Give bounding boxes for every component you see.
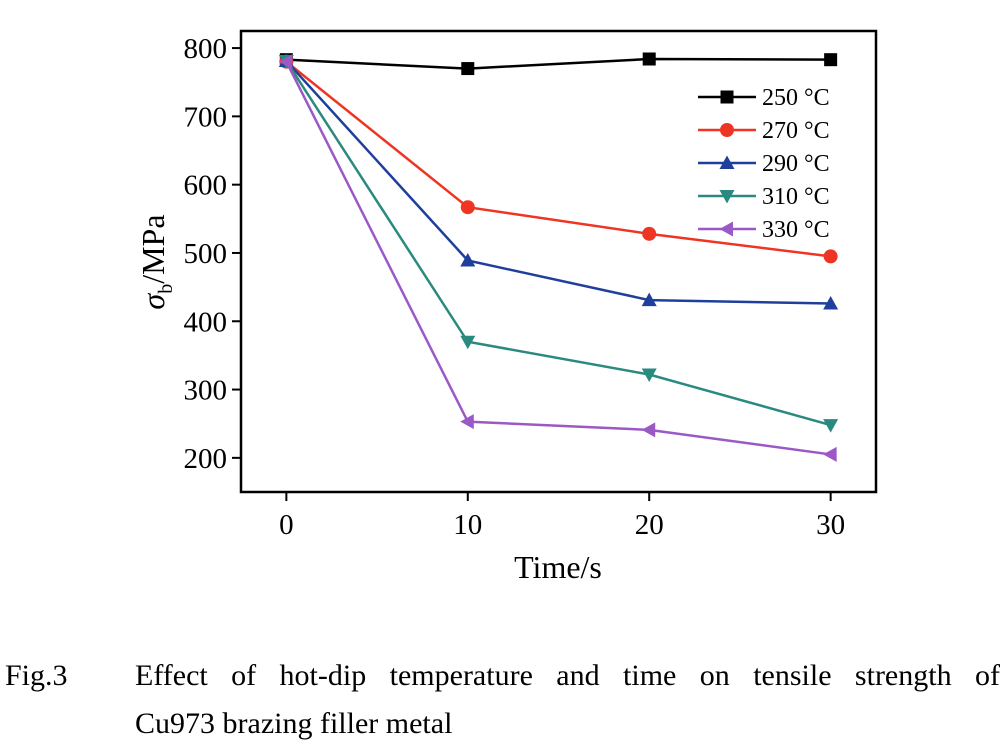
- y-axis-subscript: b: [155, 284, 177, 294]
- legend-item-290-c: 290 °C: [698, 151, 830, 177]
- plot-frame: [239, 29, 878, 494]
- caption-line-1: Effect of hot-dip temperature and time o…: [135, 659, 1000, 692]
- legend-item-310-c: 310 °C: [698, 184, 830, 210]
- axis-ticks: 200 300 400 500 600 700 800 0 10 20 30: [184, 33, 846, 541]
- y-tick-label-600: 600: [184, 170, 228, 202]
- series-line-270-c: [285, 60, 831, 258]
- legend-marker-290-c: [719, 155, 735, 169]
- data-point-310-c-t10: [460, 335, 476, 350]
- x-tick-label-0: 0: [279, 509, 294, 541]
- legend-marker-270-c: [720, 123, 734, 137]
- data-point-310-c-t20: [641, 368, 657, 383]
- x-axis-title: Time/s: [514, 549, 602, 585]
- data-point-250-c-t30: [824, 53, 838, 67]
- x-tick-label-10: 10: [453, 509, 482, 541]
- series-310-c: [278, 55, 839, 433]
- legend-label-270-c: 270 °C: [762, 118, 830, 144]
- legend-label-250-c: 250 °C: [762, 85, 830, 111]
- y-tick-label-300: 300: [184, 375, 228, 407]
- data-point-290-c-t10: [460, 252, 476, 267]
- series-line-310-c: [285, 60, 831, 427]
- data-point-250-c-t10: [461, 62, 475, 76]
- y-tick-label-800: 800: [184, 33, 228, 65]
- legend-marker-310-c: [719, 190, 735, 204]
- series-270-c: [279, 54, 838, 264]
- data-point-290-c-t20: [641, 292, 657, 307]
- legend-label-310-c: 310 °C: [762, 184, 830, 210]
- legend-marker-330-c: [719, 221, 733, 237]
- series-line-250-c: [286, 57, 831, 70]
- data-point-310-c-t30: [823, 419, 839, 433]
- plot-area: [278, 52, 839, 462]
- series-250-c: [279, 52, 838, 76]
- data-point-330-c-t30: [823, 446, 837, 462]
- data-point-250-c-t20: [642, 52, 656, 66]
- data-point-330-c-t20: [641, 422, 656, 438]
- series-line-290-c: [285, 60, 831, 305]
- y-tick-label-500: 500: [184, 238, 228, 270]
- legend-item-270-c: 270 °C: [698, 118, 830, 144]
- series-line-330-c: [285, 61, 831, 456]
- data-point-330-c-t10: [460, 414, 474, 430]
- data-point-330-c-t0: [278, 54, 293, 70]
- legend: 250 °C 270 °C 290 °C 310 °C 330 °C: [698, 85, 830, 243]
- data-point-270-c-t10: [460, 200, 475, 215]
- y-tick-label-200: 200: [184, 443, 228, 475]
- y-axis-symbol: σ: [135, 293, 171, 310]
- tensile-strength-chart: 200 300 400 500 600 700 800 0 10 20 30 Time/s σb/M…: [135, 29, 878, 585]
- caption-line-2: Cu973 brazing filler metal: [135, 707, 453, 740]
- legend-marker-250-c: [720, 90, 734, 104]
- series-330-c: [278, 54, 837, 462]
- legend-label-330-c: 330 °C: [762, 217, 830, 243]
- figure-number: Fig.3: [5, 659, 68, 692]
- data-point-270-c-t20: [642, 226, 657, 241]
- legend-label-290-c: 290 °C: [762, 151, 830, 177]
- legend-item-250-c: 250 °C: [698, 85, 830, 111]
- y-axis-title: σb/MPa: [135, 214, 177, 309]
- figure-caption: Fig.3 Effect of hot-dip temperature and …: [5, 652, 1000, 748]
- x-tick-label-20: 20: [635, 509, 664, 541]
- legend-item-330-c: 330 °C: [698, 217, 830, 243]
- y-tick-label-700: 700: [184, 101, 228, 133]
- x-tick-label-30: 30: [816, 509, 845, 541]
- y-tick-label-400: 400: [184, 306, 228, 338]
- data-point-270-c-t30: [823, 249, 838, 264]
- y-axis-unit: /MPa: [135, 214, 171, 283]
- data-point-290-c-t30: [823, 296, 839, 310]
